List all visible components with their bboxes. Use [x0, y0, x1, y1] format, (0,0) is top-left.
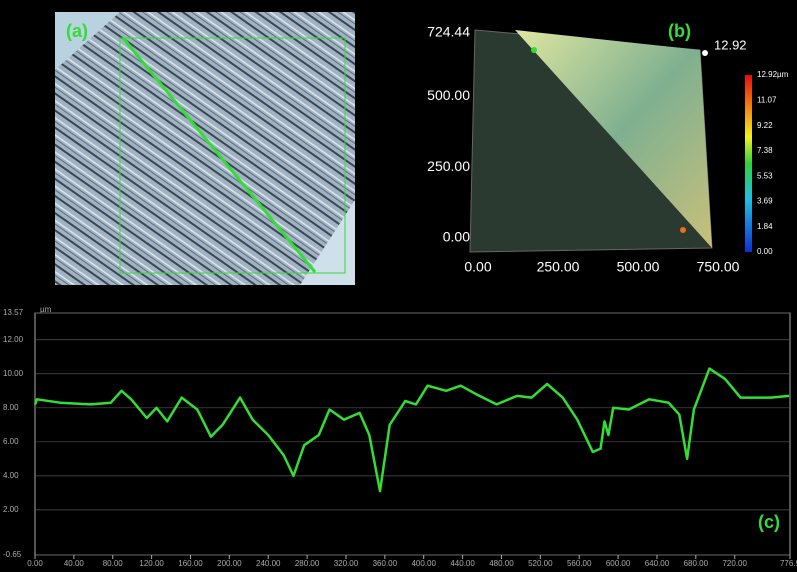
y-tick-label: 250.00: [427, 158, 470, 174]
y-tick-label: 6.00: [3, 437, 19, 446]
colorbar: [745, 75, 752, 252]
colorbar-label: 12.92µm: [757, 70, 789, 79]
x-tick-label: 480.00: [489, 559, 514, 568]
y-tick-label: 2.00: [3, 505, 19, 514]
colorbar-label: 5.53: [757, 171, 773, 180]
x-tick-label: 720.00: [722, 559, 747, 568]
y-tick-label: 8.00: [3, 403, 19, 412]
peak-label: 12.92: [714, 37, 747, 52]
y-tick-label: 724.44: [427, 24, 470, 40]
x-tick-label: 400.00: [411, 559, 436, 568]
profile-line: [33, 367, 790, 493]
colorbar-label: 11.07: [757, 95, 777, 104]
panel-label: (b): [668, 21, 691, 41]
colorbar-label: 3.69: [757, 197, 773, 206]
colorbar-label: 7.38: [757, 146, 773, 155]
x-tick-label: 240.00: [256, 559, 281, 568]
x-tick-label: 360.00: [373, 559, 398, 568]
y-tick-label: 10.00: [3, 369, 24, 378]
x-tick-label: 560.00: [567, 559, 592, 568]
x-tick-label: 440.00: [450, 559, 475, 568]
colorbar-label: 1.84: [757, 222, 773, 231]
x-tick-label: 120.00: [139, 559, 164, 568]
x-tick-label: 40.00: [64, 559, 85, 568]
x-tick-label: 680.00: [684, 559, 709, 568]
x-tick-label: 280.00: [295, 559, 320, 568]
x-tick-label: 200.00: [217, 559, 242, 568]
x-tick-label: 250.00: [537, 259, 580, 275]
panel-label: (c): [758, 512, 780, 532]
y-tick-label: 0.00: [443, 229, 470, 245]
x-tick-label: 600.00: [606, 559, 631, 568]
micrograph: [55, 12, 355, 285]
colorbar-label: 9.22: [757, 121, 773, 130]
x-tick-label: 160.00: [178, 559, 203, 568]
surface-plot: [469, 29, 713, 253]
y-axis-label: µm: [40, 305, 52, 314]
x-tick-label: 520.00: [528, 559, 553, 568]
x-tick-label: 80.00: [103, 559, 124, 568]
colorbar-label: 0.00: [757, 247, 773, 256]
plot-frame: [34, 312, 791, 556]
x-tick-label: 500.00: [617, 259, 660, 275]
panel-label: (a): [66, 21, 88, 41]
x-tick-label: 776.9: [780, 559, 797, 568]
y-tick-label: 12.00: [3, 335, 24, 344]
x-tick-label: 320.00: [334, 559, 359, 568]
x-tick-label: 0.00: [464, 259, 491, 275]
x-tick-label: 640.00: [645, 559, 670, 568]
y-tick-label: 4.00: [3, 471, 19, 480]
y-tick-label: -0.65: [3, 550, 22, 559]
x-tick-label: 750.00: [697, 259, 740, 275]
x-tick-label: 0.00: [27, 559, 43, 568]
y-tick-label: 500.00: [427, 87, 470, 103]
y-tick-label: 13.57: [3, 308, 24, 317]
